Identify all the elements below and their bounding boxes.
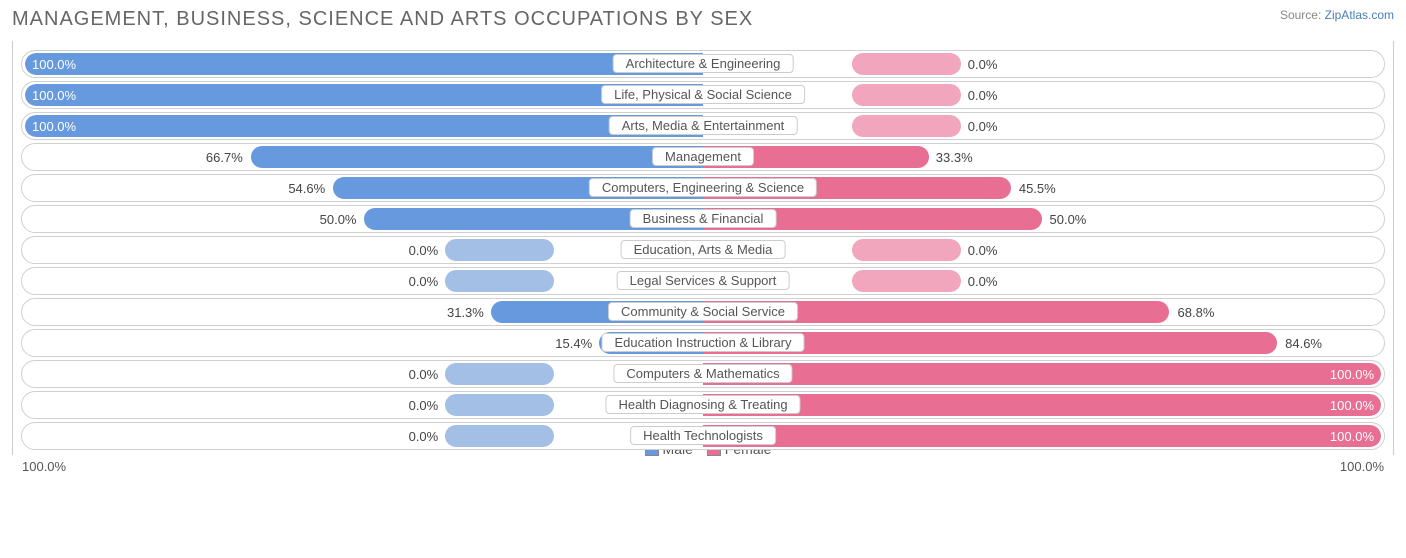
- male-value-label: 0.0%: [409, 237, 439, 265]
- bar-row: 0.0% 0.0% Education, Arts & Media: [21, 236, 1385, 264]
- male-value-label: 31.3%: [447, 299, 484, 327]
- category-label: Computers, Engineering & Science: [589, 178, 817, 197]
- female-value-label: 100.0%: [1330, 392, 1374, 420]
- chart-title: MANAGEMENT, BUSINESS, SCIENCE AND ARTS O…: [12, 8, 753, 31]
- category-label: Education Instruction & Library: [601, 333, 804, 352]
- bar-row: 15.4% 84.6% Education Instruction & Librar…: [21, 329, 1385, 357]
- female-value-label: 50.0%: [1050, 206, 1087, 234]
- female-bar: [703, 394, 1381, 416]
- male-value-label: 0.0%: [409, 361, 439, 389]
- female-bar: [852, 84, 960, 106]
- female-bar: [852, 239, 960, 261]
- bar-row: 31.3% 68.8% Community & Social Service: [21, 298, 1385, 326]
- category-label: Management: [652, 147, 754, 166]
- female-bar: [703, 363, 1381, 385]
- category-label: Arts, Media & Entertainment: [609, 116, 798, 135]
- bar-row: 54.6% 45.5% Computers, Engineering & Scien…: [21, 174, 1385, 202]
- male-bar: [25, 53, 703, 75]
- category-label: Education, Arts & Media: [621, 240, 786, 259]
- category-label: Architecture & Engineering: [613, 54, 794, 73]
- category-label: Life, Physical & Social Science: [601, 85, 805, 104]
- source-link[interactable]: ZipAtlas.com: [1325, 8, 1394, 22]
- female-value-label: 0.0%: [968, 237, 998, 265]
- chart-header: MANAGEMENT, BUSINESS, SCIENCE AND ARTS O…: [12, 8, 1394, 31]
- female-value-label: 0.0%: [968, 113, 998, 141]
- male-value-label: 0.0%: [409, 268, 439, 296]
- chart-source: Source: ZipAtlas.com: [1280, 8, 1394, 22]
- male-bar: [251, 146, 703, 168]
- male-bar: [445, 270, 553, 292]
- bar-row: 0.0% 0.0% Legal Services & Support: [21, 267, 1385, 295]
- male-value-label: 15.4%: [555, 330, 592, 358]
- category-label: Computers & Mathematics: [613, 364, 792, 383]
- axis-left-label: 100.0%: [22, 459, 66, 474]
- male-bar: [445, 363, 553, 385]
- male-value-label: 50.0%: [320, 206, 357, 234]
- axis-right-label: 100.0%: [1340, 459, 1384, 474]
- female-value-label: 84.6%: [1285, 330, 1322, 358]
- bar-row: 100.0% 0.0% Arts, Media & Entertainment: [21, 112, 1385, 140]
- bar-row: 100.0% 0.0% Life, Physical & Social Scienc…: [21, 81, 1385, 109]
- x-axis: 100.0% Male Female 100.0%: [12, 455, 1394, 474]
- diverging-bar-chart: 100.0%0.0%Architecture & Engineering100.…: [12, 41, 1394, 455]
- female-value-label: 33.3%: [936, 144, 973, 172]
- category-label: Community & Social Service: [608, 302, 798, 321]
- male-value-label: 100.0%: [32, 82, 76, 110]
- bar-row: 0.0% 100.0% Health Diagnosing & Treating: [21, 391, 1385, 419]
- male-value-label: 100.0%: [32, 113, 76, 141]
- female-bar: [852, 115, 960, 137]
- bar-row: 50.0% 50.0% Business & Financial: [21, 205, 1385, 233]
- bar-row: 0.0% 100.0% Health Technologists: [21, 422, 1385, 450]
- male-value-label: 0.0%: [409, 423, 439, 451]
- male-bar: [445, 394, 553, 416]
- female-value-label: 0.0%: [968, 82, 998, 110]
- male-bar: [445, 239, 553, 261]
- female-bar: [703, 425, 1381, 447]
- female-value-label: 0.0%: [968, 268, 998, 296]
- female-value-label: 100.0%: [1330, 423, 1374, 451]
- male-value-label: 54.6%: [288, 175, 325, 203]
- male-bar: [25, 115, 703, 137]
- bar-row: 100.0% 0.0% Architecture & Engineering: [21, 50, 1385, 78]
- female-value-label: 0.0%: [968, 51, 998, 79]
- female-value-label: 45.5%: [1019, 175, 1056, 203]
- category-label: Legal Services & Support: [617, 271, 790, 290]
- male-value-label: 100.0%: [32, 51, 76, 79]
- category-label: Health Technologists: [630, 426, 776, 445]
- male-value-label: 66.7%: [206, 144, 243, 172]
- female-value-label: 68.8%: [1178, 299, 1215, 327]
- category-label: Health Diagnosing & Treating: [605, 395, 800, 414]
- male-bar: [445, 425, 553, 447]
- male-value-label: 0.0%: [409, 392, 439, 420]
- female-bar: [852, 53, 960, 75]
- bar-row: 66.7% 33.3% Management: [21, 143, 1385, 171]
- female-bar: [852, 270, 960, 292]
- category-label: Business & Financial: [630, 209, 777, 228]
- bar-row: 0.0% 100.0% Computers & Mathematics: [21, 360, 1385, 388]
- female-value-label: 100.0%: [1330, 361, 1374, 389]
